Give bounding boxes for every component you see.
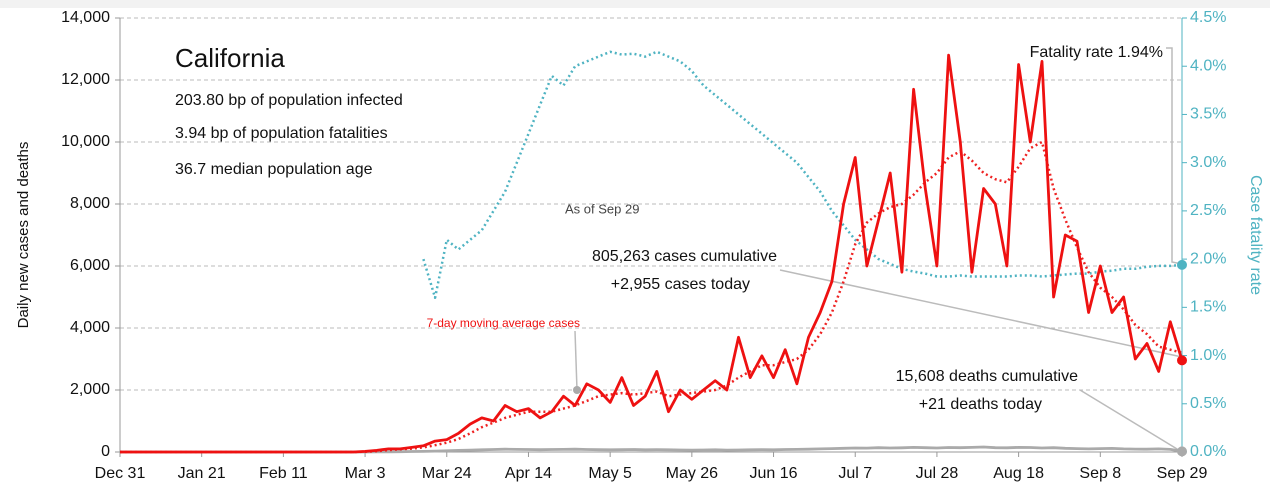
x-tick-label: Apr 14 <box>505 465 552 482</box>
y-tick-label: 6,000 <box>70 257 110 274</box>
y2-tick-label: 0.5% <box>1190 395 1226 412</box>
y2-tick-label: 1.5% <box>1190 299 1226 316</box>
ma-label: 7-day moving average cases <box>427 316 580 330</box>
end-dot <box>1177 259 1187 270</box>
x-tick-label: Mar 24 <box>422 465 472 482</box>
as-of: As of Sep 29 <box>565 201 639 216</box>
info-fatalities: 3.94 bp of population fatalities <box>175 125 388 142</box>
y2-tick-label: 1.0% <box>1190 347 1226 364</box>
deaths-leader <box>1079 389 1183 453</box>
end-dot <box>1177 446 1187 457</box>
series-line <box>120 53 1184 454</box>
series-line <box>422 50 1183 299</box>
x-tick-label: Sep 8 <box>1079 465 1121 482</box>
cases-leader <box>779 269 1183 358</box>
y2-axis-label: Case fatality rate <box>1247 175 1264 295</box>
x-tick-label: Jan 21 <box>178 465 226 482</box>
deaths-today: +21 deaths today <box>919 396 1042 413</box>
y2-tick-label: 2.5% <box>1190 202 1226 219</box>
y-tick-label: 10,000 <box>61 133 110 150</box>
ma-dot <box>573 386 581 394</box>
series-line <box>120 445 1183 454</box>
fatality-leader <box>1166 47 1183 265</box>
x-tick-label: Sep 29 <box>1157 465 1208 482</box>
ma-leader <box>574 330 578 391</box>
y2-tick-label: 4.0% <box>1190 57 1226 74</box>
y-tick-label: 14,000 <box>61 9 110 26</box>
x-tick-label: Dec 31 <box>95 465 146 482</box>
x-tick-label: Mar 3 <box>345 465 386 482</box>
top-band <box>0 0 1270 8</box>
y-tick-label: 2,000 <box>70 381 110 398</box>
deaths-cum: 15,608 deaths cumulative <box>896 368 1078 385</box>
info-age: 36.7 median population age <box>175 161 373 178</box>
info-infected: 203.80 bp of population infected <box>175 92 403 109</box>
y-tick-label: 8,000 <box>70 195 110 212</box>
x-tick-label: Feb 11 <box>259 465 308 482</box>
y2-tick-label: 4.5% <box>1190 9 1226 26</box>
y2-tick-label: 0.0% <box>1190 443 1226 460</box>
y-tick-label: 4,000 <box>70 319 110 336</box>
y-tick-label: 12,000 <box>61 71 110 88</box>
y2-tick-label: 3.0% <box>1190 154 1226 171</box>
series-line <box>120 140 1183 454</box>
fatality-label: Fatality rate 1.94% <box>1030 44 1163 61</box>
x-tick-label: May 26 <box>666 465 719 482</box>
cases-cum: 805,263 cases cumulative <box>592 248 777 265</box>
end-dot <box>1177 355 1187 366</box>
x-tick-label: Jul 7 <box>838 465 872 482</box>
cases-today: +2,955 cases today <box>611 276 750 293</box>
y-axis-label: Daily new cases and deaths <box>15 142 32 329</box>
x-tick-label: Jun 16 <box>750 465 798 482</box>
x-tick-label: May 5 <box>588 465 632 482</box>
x-tick-label: Aug 18 <box>993 465 1044 482</box>
y2-tick-label: 2.0% <box>1190 250 1226 267</box>
x-tick-label: Jul 28 <box>916 465 959 482</box>
chart-title: California <box>175 43 285 73</box>
y-tick-label: 0 <box>101 443 110 460</box>
y2-tick-label: 3.5% <box>1190 106 1226 123</box>
